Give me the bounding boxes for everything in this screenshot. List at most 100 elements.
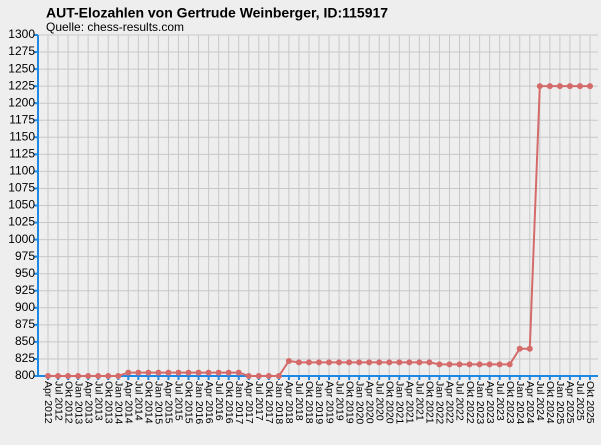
- x-tick-label: Jul 2023: [494, 381, 506, 421]
- x-tick-label: Apr 2020: [363, 381, 375, 424]
- point: [135, 369, 142, 376]
- point: [205, 369, 212, 376]
- point: [105, 373, 112, 379]
- x-tick-label: Jul 2022: [454, 381, 466, 421]
- x-tick-label: Jan 2016: [193, 381, 205, 424]
- x-tick-label: Jan 2019: [313, 381, 325, 424]
- point: [496, 361, 503, 368]
- x-tick-label: Jan 2018: [273, 381, 285, 424]
- x-tick-label: Jul 2020: [373, 381, 385, 421]
- y-tick-label: 1050: [8, 198, 35, 212]
- x-tick-label: Okt 2017: [263, 381, 275, 424]
- y-tick-label: 825: [15, 351, 35, 365]
- point: [295, 359, 302, 366]
- x-tick-label: Apr 2024: [524, 381, 536, 424]
- point: [366, 359, 373, 366]
- y-tick-label: 1200: [8, 95, 35, 109]
- y-tick-label: 1125: [9, 147, 35, 161]
- point: [466, 361, 473, 368]
- x-tick-label: Apr 2023: [484, 381, 496, 424]
- point: [436, 361, 443, 368]
- x-tick-label: Apr 2018: [283, 381, 295, 424]
- x-tick-label: Okt 2018: [303, 381, 315, 424]
- x-tick-label: Okt 2023: [504, 381, 516, 424]
- point: [406, 359, 413, 366]
- x-tick-label: Okt 2015: [183, 381, 195, 424]
- y-tick-label: 1225: [8, 78, 35, 92]
- x-tick-label: Okt 2014: [143, 381, 155, 424]
- x-tick-label: Jan 2024: [514, 381, 526, 424]
- point: [456, 361, 463, 368]
- chart-title: AUT-Elozahlen von Gertrude Weinberger, I…: [46, 5, 388, 21]
- x-tick-label: Jul 2018: [293, 381, 305, 421]
- point: [396, 359, 403, 366]
- x-tick-label: Apr 2015: [163, 381, 175, 424]
- x-tick-label: Jan 2021: [394, 381, 406, 424]
- point: [125, 369, 132, 376]
- y-tick-label: 1275: [8, 44, 35, 58]
- x-tick-label: Jan 2023: [474, 381, 486, 424]
- x-tick-label: Okt 2024: [544, 381, 556, 424]
- x-tick-label: Jul 2014: [133, 381, 145, 421]
- x-tick-label: Apr 2021: [404, 381, 416, 424]
- point: [336, 359, 343, 366]
- x-tick-label: Okt 2013: [102, 381, 114, 424]
- x-tick-label: Jan 2013: [72, 381, 84, 424]
- point: [175, 369, 182, 376]
- x-tick-label: Apr 2017: [243, 381, 255, 424]
- x-tick-label: Apr 2013: [82, 381, 94, 424]
- x-tick-label: Okt 2012: [62, 381, 74, 424]
- point: [155, 369, 162, 376]
- point: [235, 369, 242, 376]
- y-tick-label: 875: [15, 317, 35, 331]
- x-tick-label: Jan 2014: [112, 381, 124, 424]
- x-tick-label: Apr 2016: [203, 381, 215, 424]
- point: [516, 345, 523, 352]
- y-tick-label: 1000: [8, 232, 35, 246]
- point: [305, 359, 312, 366]
- point: [316, 359, 322, 366]
- point: [526, 345, 533, 352]
- point: [265, 373, 272, 379]
- y-tick-label: 800: [15, 368, 35, 382]
- point: [165, 369, 172, 376]
- point: [245, 373, 252, 379]
- point: [55, 373, 62, 379]
- y-tick-label: 900: [15, 300, 35, 314]
- y-tick-label: 1025: [8, 215, 35, 229]
- point: [185, 369, 192, 376]
- y-tick-label: 925: [15, 283, 35, 297]
- y-tick-label: 1075: [8, 181, 35, 195]
- y-tick-label: 1250: [8, 61, 35, 75]
- point: [446, 361, 453, 368]
- point: [215, 369, 222, 376]
- point: [115, 373, 122, 379]
- y-tick-label: 1100: [9, 164, 35, 178]
- x-tick-label: Jan 2025: [554, 381, 566, 424]
- point: [576, 83, 583, 90]
- point: [476, 361, 483, 368]
- point: [95, 373, 102, 379]
- x-tick-label: Jan 2020: [353, 381, 365, 424]
- point: [386, 359, 393, 366]
- x-tick-label: Okt 2025: [584, 381, 596, 424]
- point: [326, 359, 333, 366]
- point: [275, 373, 282, 379]
- x-tick-label: Jan 2017: [233, 381, 245, 424]
- y-tick-label: 950: [15, 266, 35, 280]
- x-tick-label: Jul 2012: [52, 381, 64, 421]
- x-tick-label: Okt 2021: [424, 381, 436, 424]
- point: [546, 83, 553, 90]
- y-tick-label: 1300: [8, 27, 35, 41]
- x-tick-label: Okt 2020: [383, 381, 395, 424]
- point: [85, 373, 92, 379]
- x-tick-label: Jul 2024: [534, 381, 546, 421]
- point: [255, 373, 262, 379]
- point: [356, 359, 363, 366]
- point: [195, 369, 202, 376]
- x-tick-label: Apr 2019: [323, 381, 335, 424]
- x-tick-label: Apr 2025: [564, 381, 576, 424]
- point: [587, 83, 593, 90]
- x-tick-label: Jul 2019: [333, 381, 345, 421]
